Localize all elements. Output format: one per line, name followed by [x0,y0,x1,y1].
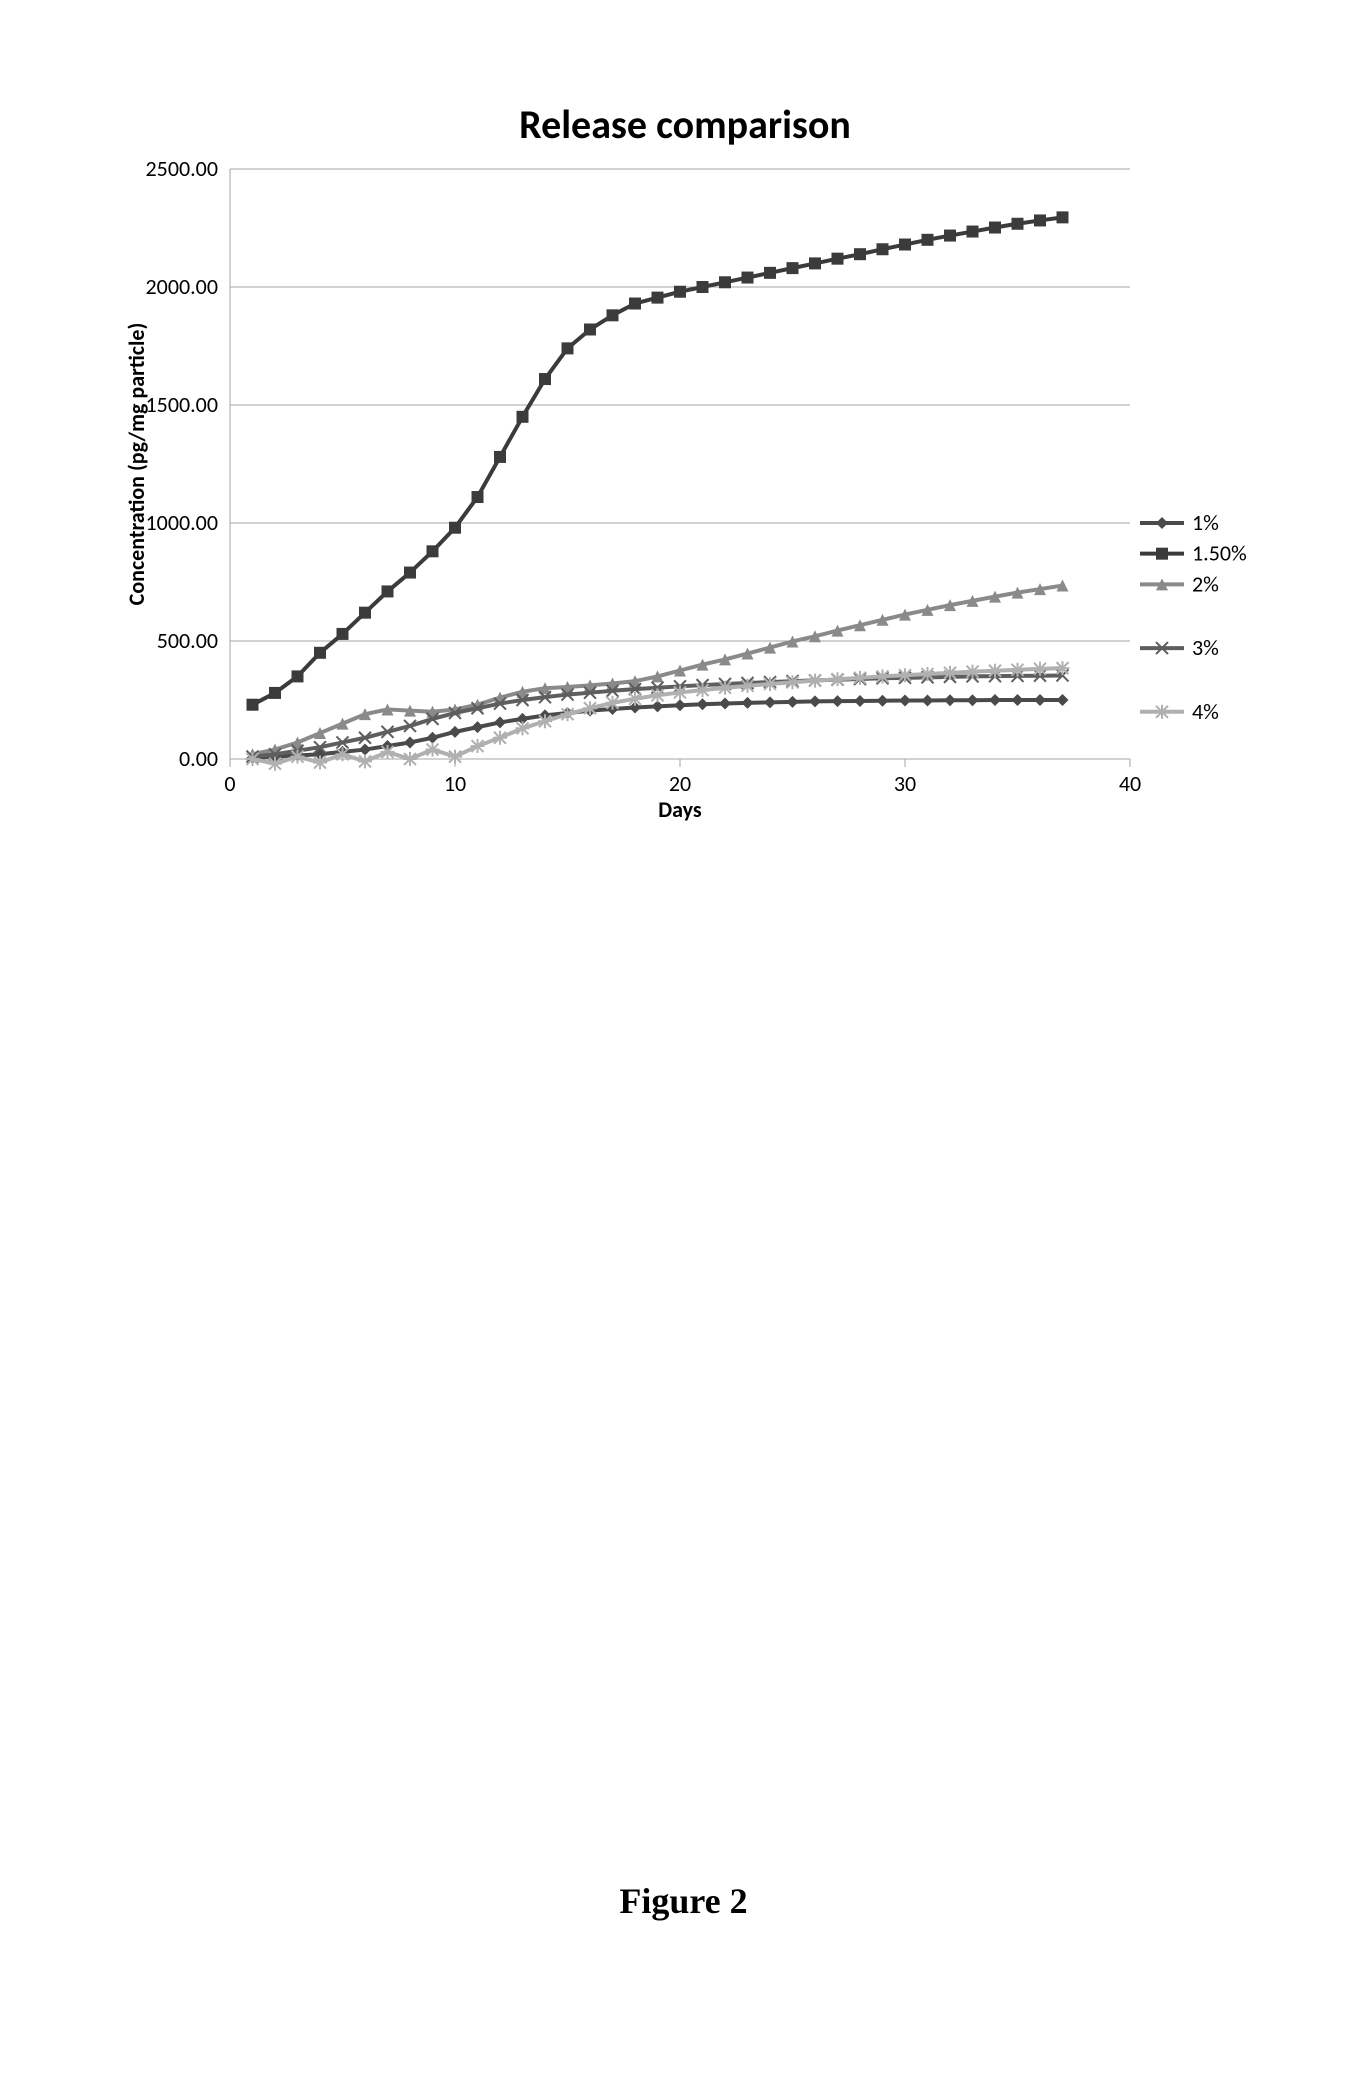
svg-text:10: 10 [444,770,466,797]
svg-text:Days: Days [658,796,702,823]
svg-text:1%: 1% [1192,509,1219,536]
svg-text:1.50%: 1.50% [1192,540,1247,567]
series-1% [247,694,1069,764]
svg-text:2%: 2% [1192,570,1219,597]
svg-text:1000.00: 1000.00 [146,509,218,536]
svg-text:0: 0 [224,770,235,797]
svg-text:500.00: 500.00 [157,627,218,654]
svg-text:0.00: 0.00 [179,745,218,772]
svg-text:4%: 4% [1192,698,1219,725]
chart-svg: 0.00 500.00 1000.00 1500.00 2000.00 2500.00 0 1… [120,159,1270,829]
svg-text:Concentration (pg/mg particle): Concentration (pg/mg particle) [123,323,150,606]
svg-text:2500.00: 2500.00 [146,159,218,182]
figure-caption: Figure 2 [0,1880,1367,1922]
svg-text:1500.00: 1500.00 [146,391,218,418]
svg-text:30: 30 [894,770,916,797]
legend-item-1%: 1% [1140,509,1219,536]
series-1.50% [247,211,1069,710]
svg-text:40: 40 [1119,770,1141,797]
svg-text:20: 20 [669,770,691,797]
legend-item-1.50%: 1.50% [1140,540,1247,567]
chart-title: Release comparison [120,100,1250,149]
svg-text:2000.00: 2000.00 [146,273,218,300]
legend-item-4%: 4% [1140,698,1219,725]
chart-container: Release comparison 0.00 500.00 1000.00 1500… [120,100,1250,840]
legend-item-3%: 3% [1140,634,1219,661]
svg-text:3%: 3% [1192,634,1219,661]
legend-item-2%: 2% [1140,570,1219,597]
